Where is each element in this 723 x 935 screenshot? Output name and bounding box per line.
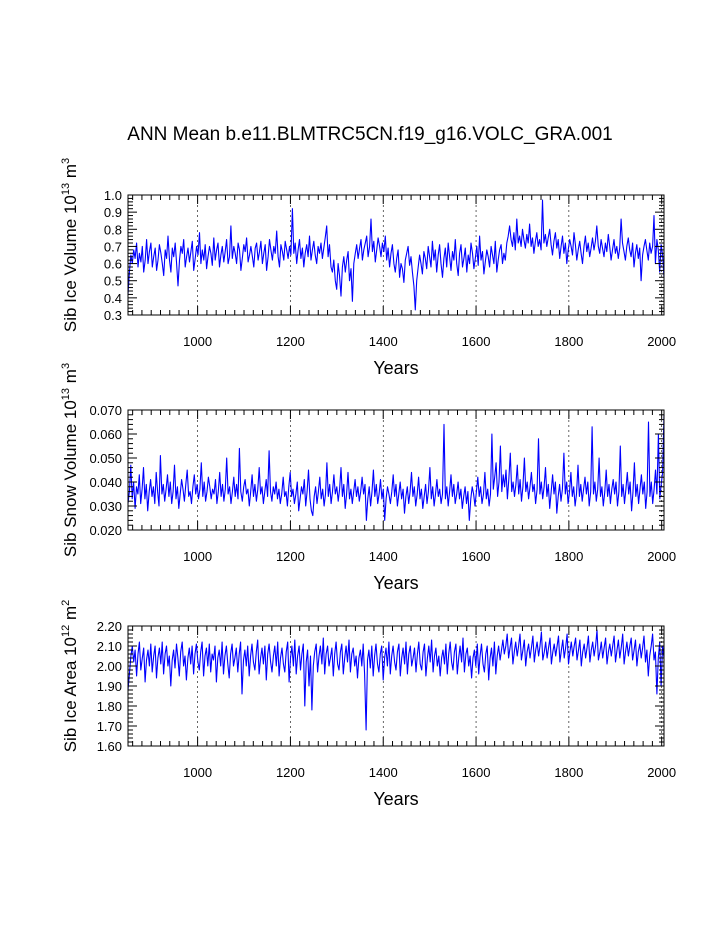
x-tick-label: 1400	[369, 334, 398, 349]
y-tick-label: 0.7	[104, 239, 122, 254]
y-tick-label: 0.040	[89, 475, 122, 490]
x-tick-label: 1800	[554, 334, 583, 349]
data-series-line	[127, 629, 665, 731]
x-tick-label: 1200	[276, 334, 305, 349]
plot-frame	[127, 409, 665, 531]
y-tick-label: 0.3	[104, 308, 122, 323]
y-axis-label-superscript: 2	[60, 600, 72, 606]
y-tick-label: 0.8	[104, 222, 122, 237]
x-tick-label: 1400	[369, 549, 398, 564]
x-tick-label: 2000	[647, 765, 676, 780]
x-tick-label: 1000	[183, 334, 212, 349]
y-tick-label: 0.6	[104, 257, 122, 272]
y-axis-label-text: m	[61, 164, 80, 183]
y-axis-label-text: Sib Ice Volume 10	[61, 195, 80, 332]
x-tick-label: 1400	[369, 765, 398, 780]
y-tick-label: 0.9	[104, 205, 122, 220]
y-tick-label: 2.00	[97, 659, 122, 674]
x-tick-label: 1600	[462, 549, 491, 564]
x-axis-label: Years	[373, 789, 418, 809]
y-axis-label-text: m	[61, 369, 80, 388]
data-series-line	[127, 199, 665, 311]
panel-snow-volume: 0.020 0.030 0.040 0.050 0.060 0.070 1000 1200 14…	[60, 363, 676, 593]
plot-frame	[127, 625, 665, 747]
y-axis-label-superscript: 13	[60, 183, 72, 195]
y-axis-label-superscript: 12	[60, 625, 72, 637]
x-tick-label: 1800	[554, 765, 583, 780]
y-axis-label-text: m	[61, 606, 80, 625]
y-tick-label: 1.60	[97, 739, 122, 754]
y-axis-label-superscript: 3	[60, 363, 72, 369]
panel-ice-area: 1.60 1.70 1.80 1.90 2.00 2.10 2.20 1000 1200 1400…	[60, 600, 676, 809]
y-tick-label: 2.20	[97, 619, 122, 634]
x-tick-label: 1000	[183, 549, 212, 564]
main-title: ANN Mean b.e11.BLMTRC5CN.f19_g16.VOLC_GR…	[127, 124, 613, 145]
y-axis-label-superscript: 3	[60, 158, 72, 164]
y-tick-label: 0.5	[104, 274, 122, 289]
y-axis-label-text: Sib Snow Volume 10	[61, 400, 80, 557]
y-axis-label-text: Sib Ice Area 10	[61, 637, 80, 752]
y-tick-label: 0.060	[89, 427, 122, 442]
y-tick-label: 0.070	[89, 403, 122, 418]
x-tick-label: 1600	[462, 334, 491, 349]
y-axis-label: Sib Snow Volume 1013 m3	[60, 363, 80, 557]
plot-frame	[127, 194, 665, 316]
y-axis-label-superscript: 13	[60, 388, 72, 400]
y-tick-label: 2.10	[97, 639, 122, 654]
y-tick-label: 1.0	[104, 188, 122, 203]
data-series-line	[127, 414, 665, 521]
y-axis-label: Sib Ice Area 1012 m2	[60, 600, 80, 753]
panel-ice-volume: 0.3 0.4 0.5 0.6 0.7 0.8 0.9 1.0 1000 1200 1400 1600…	[60, 158, 676, 378]
y-tick-label: 0.050	[89, 451, 122, 466]
y-tick-label: 0.4	[104, 291, 122, 306]
y-tick-label: 0.020	[89, 523, 122, 538]
x-tick-label: 2000	[647, 549, 676, 564]
x-tick-label: 1200	[276, 765, 305, 780]
x-axis-label: Years	[373, 573, 418, 593]
x-tick-label: 1600	[462, 765, 491, 780]
y-tick-label: 1.70	[97, 719, 122, 734]
x-tick-label: 1800	[554, 549, 583, 564]
y-tick-label: 1.80	[97, 699, 122, 714]
y-tick-label: 0.030	[89, 499, 122, 514]
x-axis-label: Years	[373, 358, 418, 378]
x-tick-label: 1000	[183, 765, 212, 780]
x-tick-label: 2000	[647, 334, 676, 349]
y-axis-label: Sib Ice Volume 1013 m3	[60, 158, 80, 332]
y-tick-label: 1.90	[97, 679, 122, 694]
x-tick-label: 1200	[276, 549, 305, 564]
